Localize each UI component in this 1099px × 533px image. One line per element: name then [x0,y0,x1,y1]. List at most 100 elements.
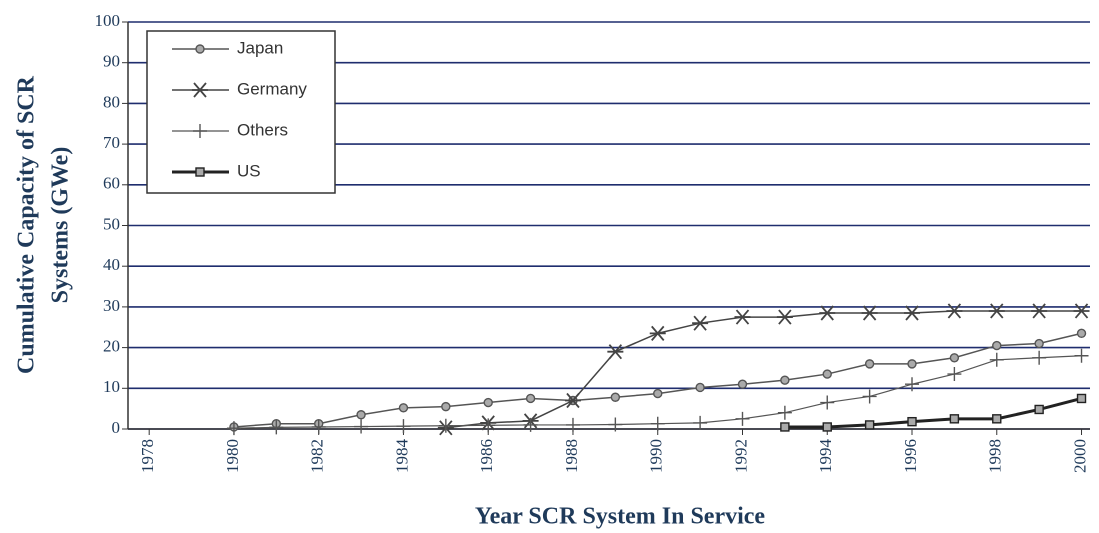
y-tick-label: 30 [103,296,120,315]
marker [780,422,790,432]
y-tick-label: 40 [103,255,120,274]
y-axis-title: Systems (GWe) [48,147,74,304]
marker [822,369,832,379]
point [1073,303,1090,319]
point [776,309,793,325]
point [989,352,1004,367]
point [269,420,284,435]
point [650,416,665,431]
point [610,392,621,402]
marker [1031,303,1048,319]
marker [776,309,793,325]
marker [692,315,709,331]
marker [1034,338,1044,349]
x-tick-label: 1978 [138,439,157,473]
legend-box [146,30,336,194]
legend-label: US [237,161,261,180]
point [946,303,963,319]
marker [195,44,205,54]
point [947,367,962,382]
marker [441,401,451,412]
marker [607,344,624,360]
y-tick-label: 90 [103,52,120,71]
x-axis-title: Year SCR System In Service [475,504,766,530]
point [992,414,1002,424]
marker [1076,393,1087,404]
marker [481,418,496,433]
marker [819,305,836,321]
marker [947,367,962,382]
point [607,344,624,360]
x-tick-label: 1980 [223,439,242,473]
marker [949,414,960,424]
point [777,405,792,420]
point [195,44,205,54]
point [483,397,493,408]
point [438,418,453,433]
y-tick-label: 50 [103,214,120,233]
marker [864,420,875,430]
marker [195,167,205,177]
marker [907,416,917,427]
y-tick-label: 10 [103,377,120,396]
y-tick-label: 70 [103,133,120,152]
point [905,377,920,392]
marker [992,414,1002,424]
point [780,422,790,432]
point [864,420,875,430]
point [1076,328,1087,339]
legend-label: Others [237,120,288,139]
marker [989,352,1004,367]
marker [780,375,790,385]
marker [398,403,409,413]
point [822,422,832,432]
x-tick-label: 1990 [647,439,666,473]
marker [311,419,326,434]
y-tick-label: 60 [103,174,120,193]
marker [1032,350,1047,365]
marker [861,305,878,321]
marker [354,419,369,434]
marker [610,392,621,402]
point [564,392,581,409]
point [523,417,538,432]
point [1031,303,1048,319]
marker [735,411,750,426]
marker [864,359,875,369]
point [861,305,878,321]
legend: Japan Germany Others US [146,30,336,194]
marker [1074,348,1089,363]
marker [192,82,208,98]
marker [946,303,963,319]
marker [695,382,705,393]
marker [693,415,708,430]
point [864,359,875,369]
marker [483,397,493,408]
x-tick-label: 2000 [1070,439,1089,473]
marker [949,353,960,363]
point [904,305,921,321]
marker [608,417,623,432]
point [311,419,326,434]
marker [356,410,366,420]
point [398,403,409,413]
marker [649,325,666,341]
x-tick-label: 1982 [308,439,327,473]
point [481,418,496,433]
point [862,389,877,404]
point [820,395,835,410]
marker [737,379,748,389]
marker [564,392,581,409]
point [822,369,832,379]
point [192,82,208,98]
marker [905,377,920,392]
y-tick-label: 80 [103,92,120,111]
point [992,340,1002,351]
marker [396,419,411,434]
point [649,325,666,341]
point [692,315,709,331]
marker [525,393,536,404]
marker [777,405,792,420]
point [819,305,836,321]
